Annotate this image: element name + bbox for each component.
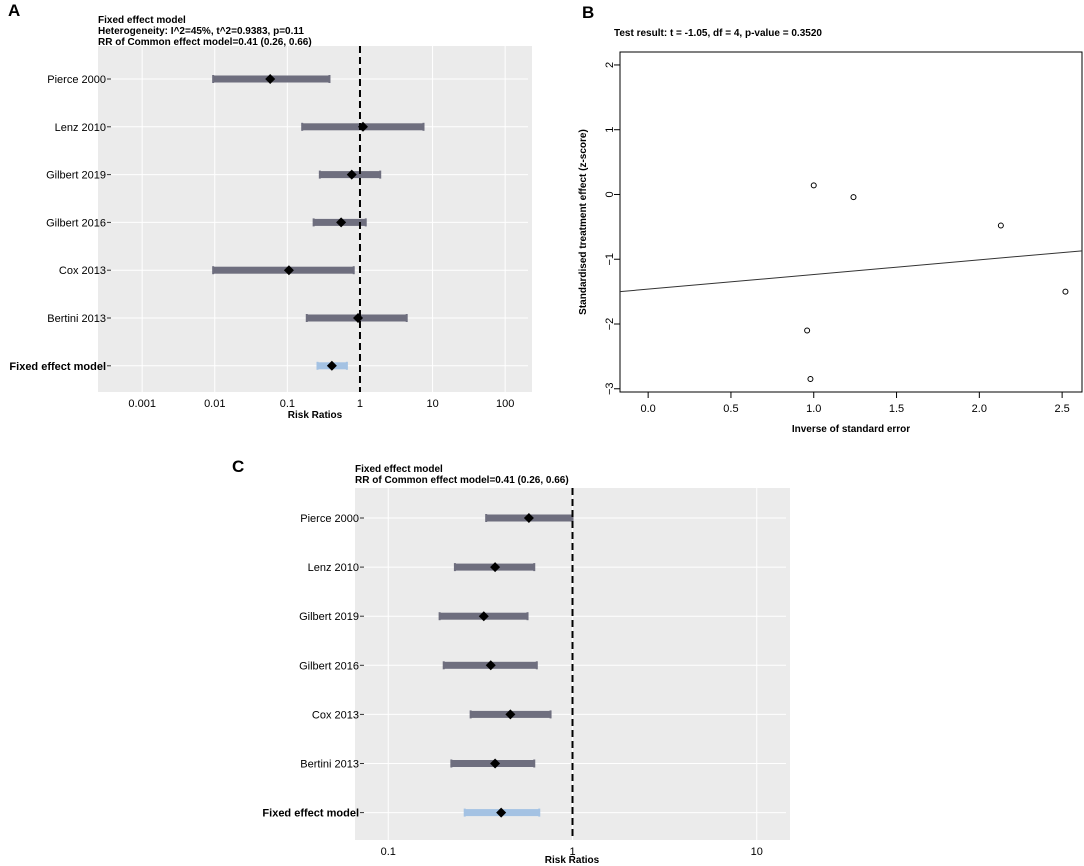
panel-letter-b: B xyxy=(582,3,594,22)
study-estimate-marker xyxy=(336,217,347,228)
pooled-estimate-marker xyxy=(326,360,337,371)
study-label: Gilbert 2016 xyxy=(299,660,359,672)
x-tick-label: 0.001 xyxy=(128,398,156,410)
pooled-estimate-marker xyxy=(496,807,507,818)
header-title: Fixed effect model xyxy=(98,15,186,26)
y-tick-label: 1 xyxy=(604,127,616,133)
study-label: Cox 2013 xyxy=(312,709,359,721)
data-point xyxy=(997,222,1004,229)
x-tick-label: 0.1 xyxy=(381,846,396,858)
x-tick-label: 1.0 xyxy=(806,403,821,415)
x-axis-label: Risk Ratios xyxy=(545,855,600,866)
x-tick-label: 10 xyxy=(426,398,438,410)
study-estimate-marker xyxy=(490,758,501,769)
y-tick-label: 2 xyxy=(604,62,616,68)
study-label: Lenz 2010 xyxy=(55,122,106,134)
x-tick-label: 1.5 xyxy=(889,403,904,415)
header-summary: RR of Common effect model=0.41 (0.26, 0.… xyxy=(355,475,569,486)
x-tick-label: 2.0 xyxy=(972,403,987,415)
test-result-title: Test result: t = -1.05, df = 4, p-value … xyxy=(614,28,822,39)
x-axis-label: Risk Ratios xyxy=(288,410,343,421)
radial-plot-b: Test result: t = -1.05, df = 4, p-value … xyxy=(578,28,1083,435)
data-point xyxy=(1062,288,1069,295)
regression-line xyxy=(619,250,1083,293)
x-axis-label: Inverse of standard error xyxy=(792,424,910,435)
data-point xyxy=(807,376,814,383)
y-axis-label: Standardised treatment effect (z-score) xyxy=(578,129,589,315)
study-estimate-marker xyxy=(283,265,294,276)
study-estimate-marker xyxy=(346,169,357,180)
study-estimate-marker xyxy=(478,611,489,622)
study-label: Pierce 2000 xyxy=(300,513,359,525)
data-point xyxy=(804,327,811,334)
x-tick-label: 0.0 xyxy=(641,403,656,415)
study-label: Gilbert 2016 xyxy=(46,217,106,229)
x-tick-label: 100 xyxy=(496,398,514,410)
panel-letter-a: A xyxy=(8,1,20,20)
pooled-label: Fixed effect model xyxy=(262,808,359,820)
data-point xyxy=(850,194,857,201)
x-tick-label: 2.5 xyxy=(1054,403,1069,415)
x-tick-label: 10 xyxy=(751,846,763,858)
plot-frame xyxy=(619,51,1083,393)
study-label: Cox 2013 xyxy=(59,265,106,277)
study-estimate-marker xyxy=(523,513,534,523)
study-estimate-marker xyxy=(265,74,276,84)
study-label: Gilbert 2019 xyxy=(299,611,359,623)
study-label: Bertini 2013 xyxy=(300,759,359,771)
study-label: Lenz 2010 xyxy=(308,562,359,574)
x-tick-label: 1 xyxy=(357,398,363,410)
study-label: Bertini 2013 xyxy=(47,313,106,325)
header-summary: RR of Common effect model=0.41 (0.26, 0.… xyxy=(98,37,312,48)
study-estimate-marker xyxy=(490,562,501,573)
forest-plot-a: Fixed effect model Heterogeneity: I^2=45… xyxy=(9,15,532,421)
panel-letter-c: C xyxy=(232,457,244,476)
x-tick-label: 0.5 xyxy=(723,403,738,415)
y-tick-label: −3 xyxy=(604,382,616,395)
pooled-label: Fixed effect model xyxy=(9,361,106,373)
x-tick-label: 0.1 xyxy=(280,398,295,410)
study-ci-bar xyxy=(213,266,354,274)
x-tick-label: 1 xyxy=(569,846,575,858)
study-label: Pierce 2000 xyxy=(47,74,106,86)
study-estimate-marker xyxy=(505,709,516,720)
forest-plot-c: Fixed effect model RR of Common effect m… xyxy=(262,464,790,866)
x-tick-label: 0.01 xyxy=(204,398,225,410)
y-tick-label: 0 xyxy=(604,191,616,197)
data-point xyxy=(810,182,817,189)
header-title: Fixed effect model xyxy=(355,464,443,475)
y-tick-label: −2 xyxy=(604,318,616,331)
y-tick-label: −1 xyxy=(604,253,616,266)
study-estimate-marker xyxy=(485,660,496,671)
header-heterogeneity: Heterogeneity: I^2=45%, t^2=0.9383, p=0.… xyxy=(98,26,304,37)
study-label: Gilbert 2019 xyxy=(46,170,106,182)
